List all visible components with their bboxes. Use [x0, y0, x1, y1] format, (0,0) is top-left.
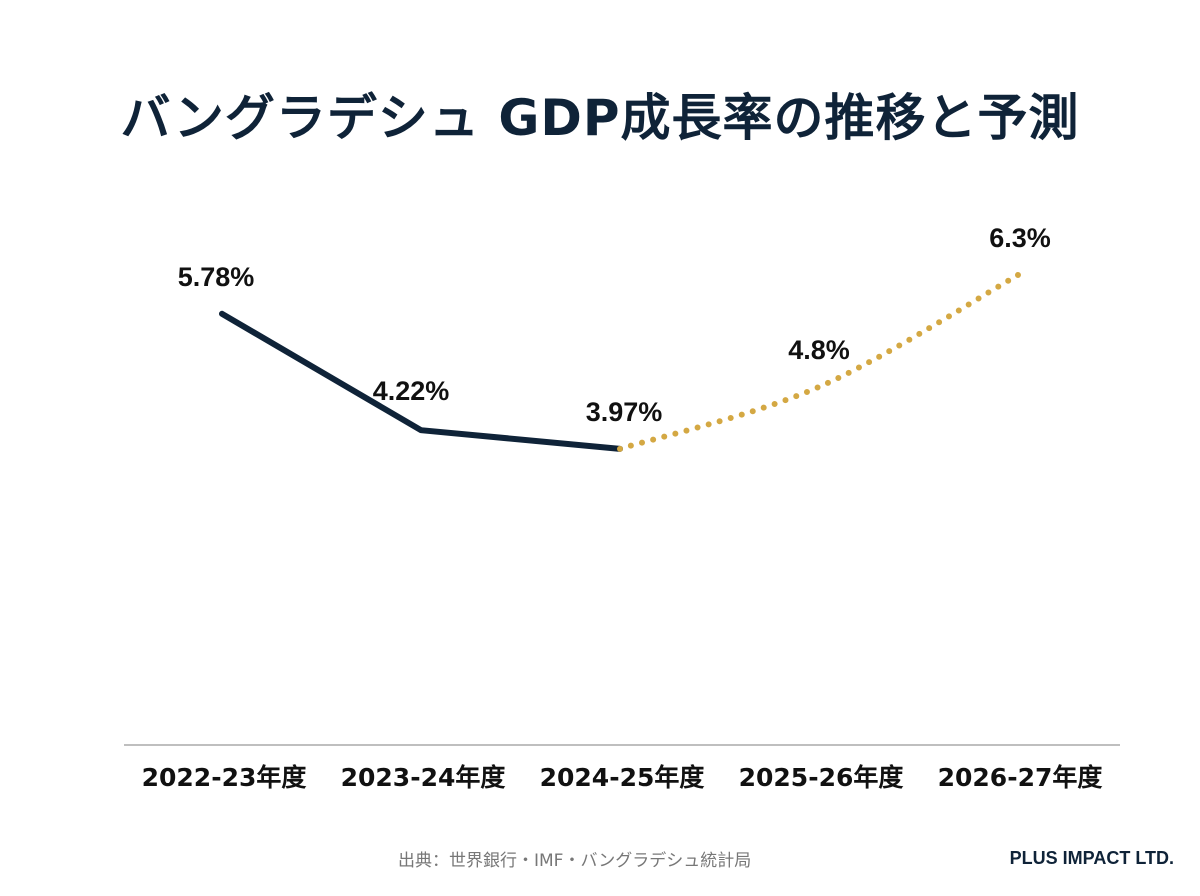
data-label: 4.22%: [373, 376, 450, 406]
x-tick-label: 2026-27年度: [938, 763, 1103, 792]
data-label: 5.78%: [178, 262, 255, 292]
data-label: 4.8%: [788, 335, 850, 365]
brand-logo-text: PLUS IMPACT LTD.: [1009, 848, 1174, 868]
x-tick-label: 2022-23年度: [142, 763, 307, 792]
source-note: 出典：世界銀行・IMF・バングラデシュ統計局: [398, 851, 752, 871]
x-tick-label: 2024-25年度: [540, 763, 705, 792]
actual-series-line: [219, 310, 623, 452]
data-label: 6.3%: [989, 223, 1051, 253]
chart-title: バングラデシュ GDP成長率の推移と予測: [120, 89, 1080, 147]
data-label: 3.97%: [586, 397, 663, 427]
x-tick-label: 2025-26年度: [739, 763, 904, 792]
forecast-series-line: [617, 272, 1021, 452]
x-tick-label: 2023-24年度: [341, 763, 506, 792]
